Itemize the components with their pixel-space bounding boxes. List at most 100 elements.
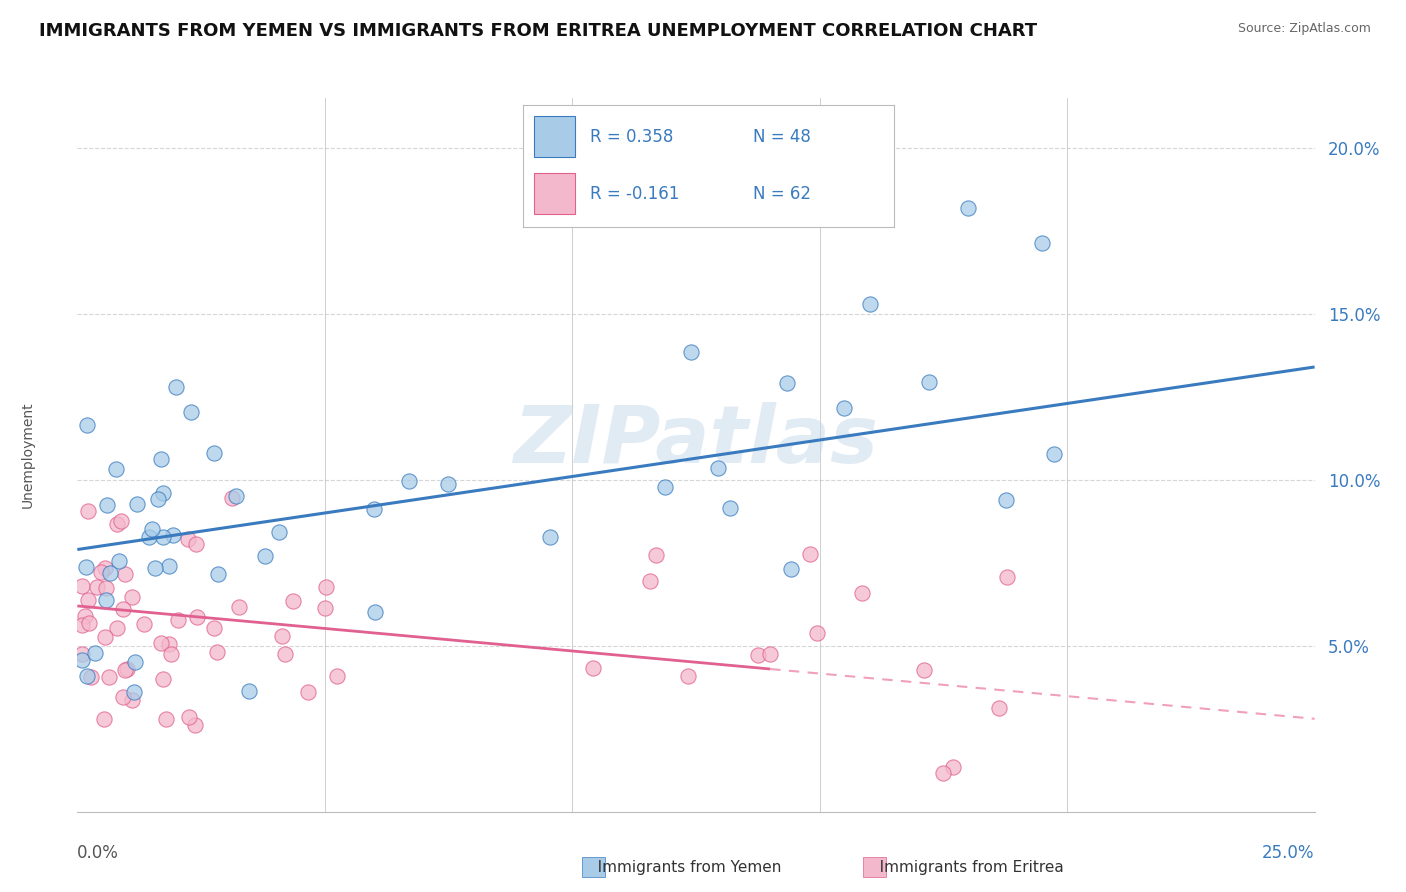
Point [179, 710, 201, 724]
Point [267, 525, 290, 540]
Point [180, 405, 202, 419]
Point [72, 617, 94, 632]
Point [314, 601, 336, 615]
Point [138, 530, 160, 544]
Point [77, 616, 100, 631]
Point [122, 685, 145, 699]
Point [918, 376, 941, 390]
Point [160, 648, 183, 662]
Point [638, 574, 661, 588]
Point [912, 663, 935, 677]
Point [676, 669, 699, 683]
Point [207, 567, 229, 582]
Point [84, 646, 107, 660]
Point [988, 701, 1011, 715]
Point [121, 590, 143, 604]
Point [274, 647, 297, 661]
Point [326, 669, 349, 683]
Point [76, 417, 98, 432]
Point [86, 580, 108, 594]
Point [105, 621, 128, 635]
Text: Unemployment: Unemployment [21, 401, 35, 508]
Point [776, 376, 799, 391]
Point [108, 554, 131, 568]
Bar [582, 857, 605, 877]
Point [207, 645, 229, 659]
Point [115, 662, 138, 676]
Point [799, 548, 821, 562]
Point [124, 655, 146, 669]
Point [834, 401, 856, 416]
Point [942, 760, 965, 774]
Point [582, 661, 605, 675]
Point [1043, 447, 1066, 461]
Point [654, 480, 676, 494]
Point [718, 501, 741, 516]
Point [177, 532, 200, 546]
Point [76, 504, 98, 518]
Text: 0.0%: 0.0% [77, 844, 120, 862]
Point [114, 663, 136, 677]
Point [143, 561, 166, 575]
Text: 25.0%: 25.0% [1263, 844, 1315, 862]
Point [114, 567, 136, 582]
Point [202, 446, 225, 460]
Point [679, 345, 702, 359]
Point [146, 491, 169, 506]
Point [994, 493, 1017, 508]
Point [806, 625, 828, 640]
Point [72, 579, 94, 593]
Point [149, 451, 172, 466]
Point [398, 474, 420, 488]
Point [110, 514, 132, 528]
Point [645, 549, 668, 563]
Point [157, 558, 180, 573]
Point [97, 670, 120, 684]
Point [281, 594, 304, 608]
Point [152, 530, 174, 544]
Point [73, 608, 96, 623]
Bar [863, 857, 886, 877]
Point [157, 637, 180, 651]
Point [851, 585, 873, 599]
Point [112, 690, 135, 704]
Point [957, 201, 980, 215]
Point [315, 581, 337, 595]
Point [363, 502, 385, 516]
Point [228, 600, 250, 615]
Point [186, 610, 208, 624]
Point [152, 486, 174, 500]
Point [96, 498, 118, 512]
Point [149, 636, 172, 650]
Point [155, 712, 177, 726]
Point [167, 613, 190, 627]
Point [780, 562, 803, 576]
Point [253, 549, 276, 563]
Point [132, 617, 155, 632]
Point [364, 605, 387, 619]
Point [94, 630, 117, 644]
Text: Source: ZipAtlas.com: Source: ZipAtlas.com [1237, 22, 1371, 36]
Text: Immigrants from Yemen: Immigrants from Yemen [583, 860, 782, 874]
Point [105, 517, 128, 532]
Point [77, 592, 100, 607]
Point [152, 672, 174, 686]
Point [125, 497, 148, 511]
Point [98, 566, 121, 580]
Point [121, 693, 143, 707]
Point [859, 296, 882, 310]
Point [162, 528, 184, 542]
Point [90, 565, 112, 579]
Point [72, 647, 94, 661]
Point [238, 684, 260, 698]
Text: Immigrants from Eritrea: Immigrants from Eritrea [865, 860, 1063, 874]
Point [76, 669, 98, 683]
Point [72, 653, 94, 667]
Point [141, 523, 163, 537]
Point [75, 560, 97, 574]
Point [93, 712, 115, 726]
Point [932, 766, 955, 780]
Point [747, 648, 769, 662]
Point [202, 621, 225, 635]
Point [165, 380, 187, 394]
